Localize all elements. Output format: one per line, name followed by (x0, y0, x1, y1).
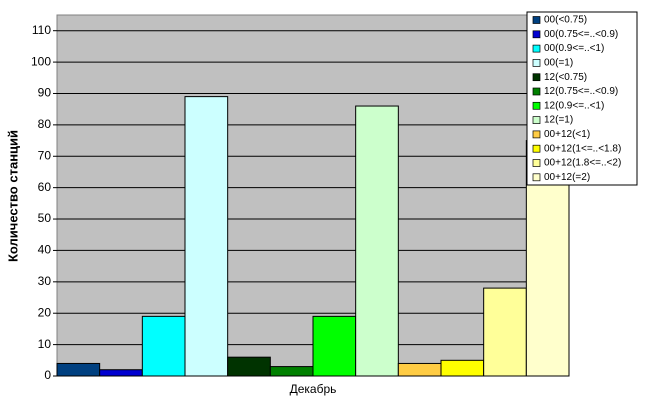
legend-label: 00+12(1<=..<1.8) (544, 143, 621, 154)
legend-swatch (532, 87, 541, 96)
y-tick-label: 70 (38, 148, 52, 162)
y-tick-label: 0 (44, 368, 51, 382)
bar (269, 366, 314, 377)
legend-swatch (532, 130, 541, 139)
legend-label: 12(0.75<=..<0.9) (544, 86, 618, 97)
y-tick-label: 10 (38, 337, 52, 351)
legend-swatch (532, 73, 541, 82)
bar (99, 369, 143, 377)
legend-label: 00(0.75<=..<0.9) (544, 29, 618, 40)
bar (227, 356, 271, 377)
bar (440, 359, 485, 377)
legend-label: 00+12(<1) (544, 129, 590, 140)
legend-swatch (532, 116, 541, 124)
bar (141, 315, 186, 377)
legend-label: 12(=1) (544, 115, 573, 126)
y-tick-label: 20 (38, 305, 52, 319)
legend-swatch (532, 59, 541, 67)
legend-swatch (532, 16, 541, 24)
legend-label: 12(<0.75) (544, 72, 587, 83)
legend-swatch (532, 159, 541, 167)
y-tick-label: 80 (38, 117, 52, 131)
y-axis-label: Количество станций (5, 130, 20, 262)
y-tick-label: 90 (38, 86, 52, 100)
legend-label: 00(=1) (544, 58, 573, 69)
legend-box (526, 11, 638, 186)
y-tick-label: 100 (31, 54, 51, 68)
bar (184, 96, 229, 377)
legend-swatch (532, 30, 541, 39)
bar (56, 362, 101, 377)
bar (397, 362, 442, 377)
y-tick-label: 40 (38, 243, 52, 257)
bar (483, 287, 527, 377)
legend-swatch (532, 101, 541, 110)
legend-swatch (532, 173, 541, 182)
bar (312, 315, 357, 377)
legend-label: 12(0.9<=..<1) (544, 100, 604, 111)
x-tick-label: Декабрь (290, 382, 337, 396)
y-tick-label: 60 (38, 180, 52, 194)
legend-swatch (532, 144, 541, 153)
legend-swatch (532, 44, 541, 53)
legend-label: 00(0.9<=..<1) (544, 43, 604, 54)
bar (355, 105, 399, 377)
legend-label: 00+12(1.8<=..<2) (544, 158, 621, 169)
y-tick-label: 110 (32, 23, 51, 37)
legend-label: 00+12(=2) (544, 172, 590, 183)
y-tick-label: 50 (38, 211, 52, 225)
y-tick-label: 30 (38, 274, 52, 288)
legend-label: 00(<0.75) (544, 15, 587, 26)
